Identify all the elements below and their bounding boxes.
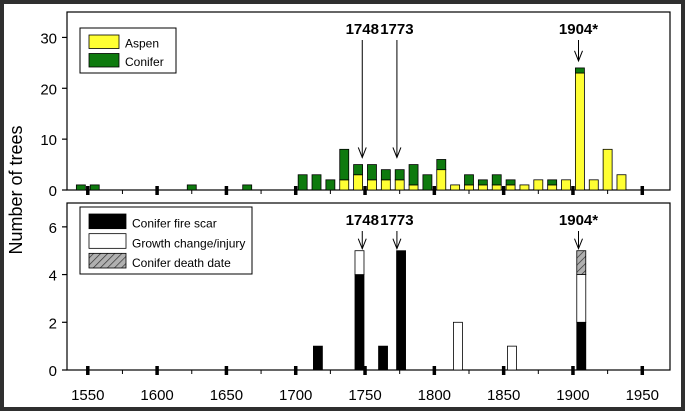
bar	[297, 174, 308, 191]
bar	[477, 179, 488, 186]
legend-swatch	[88, 252, 127, 269]
bar	[380, 179, 391, 191]
annotation-label: 1773	[380, 212, 413, 229]
bar	[519, 184, 530, 191]
bar	[574, 67, 585, 74]
bar	[313, 345, 323, 371]
annotation-label: 1904*	[559, 21, 598, 38]
bar	[453, 321, 463, 371]
x-tick-label: 1900	[556, 387, 589, 404]
x-tick-label: 1850	[487, 387, 520, 404]
x-tick-label: 1750	[348, 387, 381, 404]
y-tick-label: 10	[40, 132, 57, 149]
y-axis-label: Number of trees	[6, 125, 26, 254]
bar	[367, 164, 377, 181]
annotation-arrowhead	[392, 147, 402, 159]
bar	[436, 159, 447, 171]
legend-swatch	[88, 213, 127, 230]
x-tick-label: 1550	[71, 387, 104, 404]
bar	[89, 184, 100, 191]
annotation-label: 1748	[346, 21, 379, 38]
y-tick-label: 4	[49, 268, 57, 285]
legend-swatch	[88, 53, 120, 68]
bar	[242, 184, 253, 191]
y-tick-label: 6	[49, 220, 57, 237]
bar	[477, 184, 488, 191]
plot-frame-2	[66, 202, 671, 371]
x-tick-label: 1650	[210, 387, 243, 404]
bar	[616, 174, 627, 191]
bar	[354, 250, 365, 275]
bar	[311, 174, 322, 191]
legend-swatch	[88, 233, 127, 249]
bar	[339, 179, 350, 191]
bar	[561, 179, 571, 191]
bar	[505, 179, 516, 186]
x-tick-label: 1800	[418, 387, 451, 404]
bar	[394, 179, 405, 191]
bar	[396, 250, 406, 371]
bar	[505, 184, 516, 191]
annotation-label: 1773	[380, 21, 413, 38]
bar	[576, 321, 587, 371]
bar	[422, 174, 433, 191]
x-tick-label: 1950	[626, 387, 659, 404]
bar	[378, 345, 388, 371]
legend-label: Conifer fire scar	[132, 217, 217, 231]
annotation-arrowhead	[574, 50, 583, 63]
bar	[408, 164, 419, 186]
legend-label: Aspen	[125, 37, 159, 51]
bar	[507, 345, 517, 371]
bar	[588, 179, 599, 191]
bar	[367, 179, 377, 191]
bar	[353, 164, 364, 176]
bar	[602, 148, 613, 191]
y-tick-label: 20	[40, 81, 57, 98]
annotation-arrowhead	[574, 238, 583, 251]
bar	[491, 184, 502, 191]
bar	[576, 250, 587, 275]
annotation-arrowhead	[357, 238, 367, 251]
bar	[408, 184, 419, 191]
legend-swatch	[88, 34, 120, 49]
y-tick-label: 0	[49, 183, 57, 200]
x-tick-label: 1700	[279, 387, 312, 404]
annotation-label: 1748	[346, 212, 379, 229]
bar	[186, 184, 197, 191]
bar	[464, 184, 474, 191]
legend-label: Conifer death date	[132, 256, 231, 270]
legend-label: Growth change/injury	[132, 236, 245, 250]
bar	[547, 179, 558, 186]
annotation-label: 1904*	[559, 212, 598, 229]
bar	[491, 174, 502, 186]
bar	[576, 274, 587, 323]
bar	[436, 169, 447, 191]
bar	[339, 148, 350, 181]
bar	[547, 184, 558, 191]
annotation-arrowhead	[392, 238, 402, 251]
x-tick-label: 1600	[140, 387, 173, 404]
bar	[394, 169, 405, 181]
y-tick-label: 2	[49, 315, 57, 332]
bar	[574, 72, 585, 191]
bar	[75, 184, 86, 191]
bar	[533, 179, 544, 191]
bar	[450, 184, 461, 191]
annotation-arrowhead	[357, 147, 367, 159]
bar	[353, 174, 364, 191]
y-tick-label: 30	[40, 30, 57, 47]
bar	[464, 174, 474, 186]
bar	[325, 179, 336, 191]
legend-label: Conifer	[125, 55, 164, 69]
y-tick-label: 0	[49, 363, 57, 380]
bar	[354, 274, 365, 371]
bar	[380, 169, 391, 181]
